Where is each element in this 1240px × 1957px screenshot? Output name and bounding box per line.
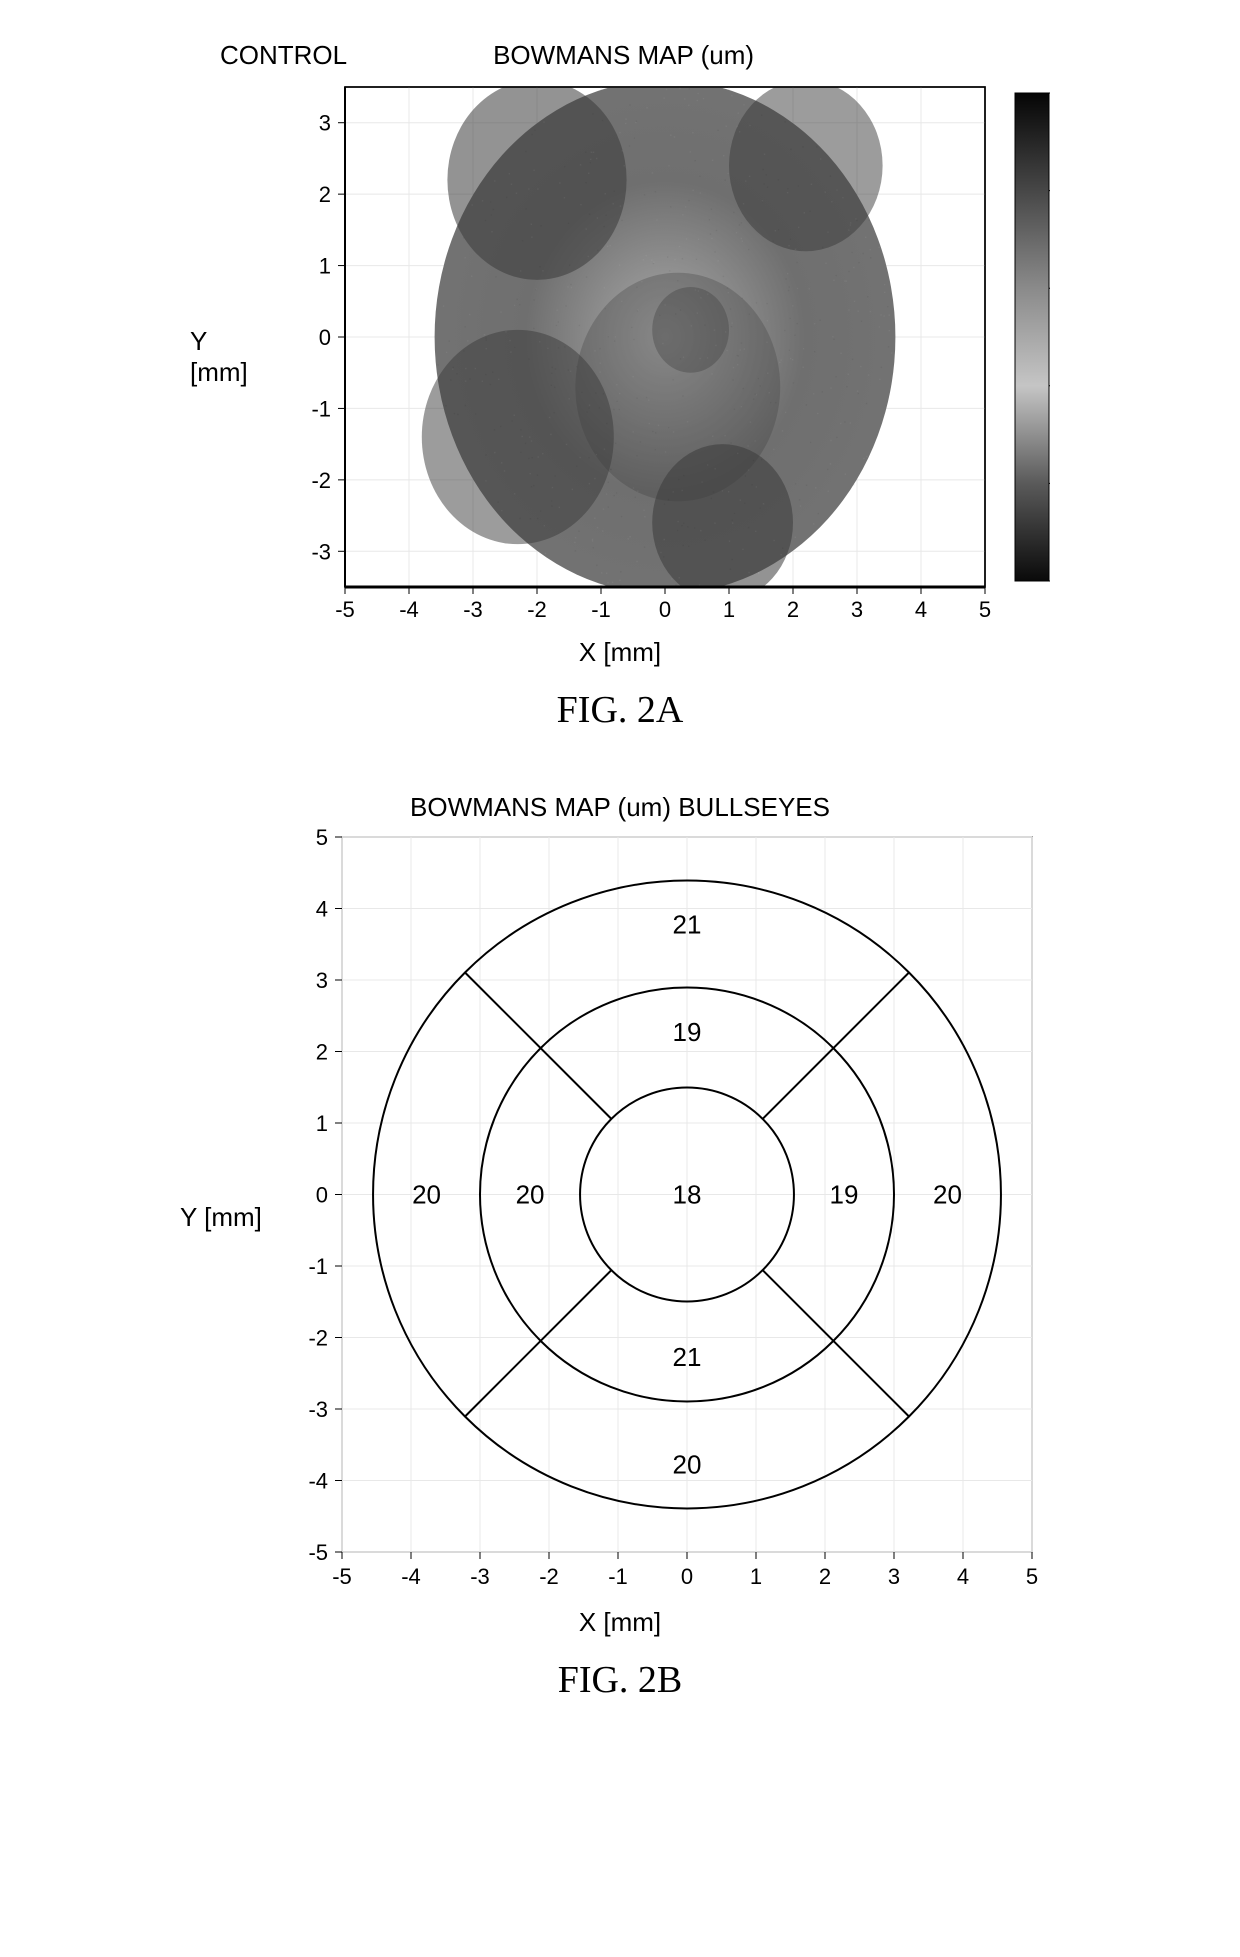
svg-text:-2: -2 — [308, 1326, 328, 1351]
svg-text:-3: -3 — [470, 1564, 490, 1589]
panel-fig-2b: BOWMANS MAP (um) BULLSEYES Y [mm] 18 19 19… — [180, 792, 1060, 1702]
svg-text:1: 1 — [750, 1564, 762, 1589]
fig-2a-top-row: CONTROL BOWMANS MAP (um) — [190, 40, 1050, 77]
x-axis-label-2b: X [mm] — [579, 1607, 661, 1637]
bullseye-inner-right: 19 — [829, 1180, 858, 1210]
svg-text:4: 4 — [957, 1564, 969, 1589]
bullseye-outer-left: 20 — [412, 1180, 441, 1210]
svg-text:0: 0 — [681, 1564, 693, 1589]
svg-text:1: 1 — [319, 254, 331, 279]
svg-text:-5: -5 — [308, 1540, 328, 1565]
svg-text:-1: -1 — [308, 1254, 328, 1279]
figure-container: CONTROL BOWMANS MAP (um) Y [mm] -5 -4 -3 -2… — [20, 40, 1220, 1702]
chart-title-2b: BOWMANS MAP (um) BULLSEYES — [180, 792, 1060, 823]
svg-text:-4: -4 — [400, 597, 420, 622]
svg-text:-3: -3 — [308, 1397, 328, 1422]
figure-caption-2a: FIG. 2A — [557, 688, 684, 732]
svg-text:0: 0 — [319, 325, 331, 350]
bullseye-inner-left: 20 — [515, 1180, 544, 1210]
svg-text:-4: -4 — [401, 1564, 421, 1589]
panel-label-control: CONTROL — [220, 40, 347, 71]
svg-text:3: 3 — [851, 597, 863, 622]
svg-text:1: 1 — [723, 597, 735, 622]
svg-text:-2: -2 — [528, 597, 548, 622]
svg-text:-3: -3 — [464, 597, 484, 622]
svg-text:3: 3 — [316, 968, 328, 993]
bullseye-outer-right: 20 — [933, 1180, 962, 1210]
svg-text:0: 0 — [659, 597, 671, 622]
bullseye-center-value: 18 — [672, 1180, 701, 1210]
svg-text:-1: -1 — [312, 396, 332, 421]
bullseye-chart: 181919212021202020-5-4-3-2-1012345-5-4-3… — [272, 827, 1052, 1607]
figure-caption-2b: FIG. 2B — [558, 1658, 683, 1702]
x-axis-label-2a: X [mm] — [579, 637, 661, 667]
svg-text:-2: -2 — [312, 468, 332, 493]
svg-text:2: 2 — [316, 1040, 328, 1065]
bullseye-inner-bottom: 21 — [672, 1342, 701, 1372]
svg-text:-1: -1 — [608, 1564, 628, 1589]
svg-text:3: 3 — [319, 111, 331, 136]
svg-text:2: 2 — [819, 1564, 831, 1589]
svg-text:-1: -1 — [592, 597, 612, 622]
bullseye-outer-top: 21 — [672, 910, 701, 940]
svg-text:-2: -2 — [539, 1564, 559, 1589]
svg-text:-5: -5 — [336, 597, 356, 622]
svg-text:-5: -5 — [332, 1564, 352, 1589]
bullseye-inner-top: 19 — [672, 1017, 701, 1047]
svg-text:2: 2 — [787, 597, 799, 622]
svg-text:5: 5 — [316, 827, 328, 850]
svg-text:5: 5 — [979, 597, 991, 622]
heatmap-chart: -5-4-3-2-1012345-3-2-1012351015202530 — [275, 77, 1050, 637]
svg-text:3: 3 — [888, 1564, 900, 1589]
panel-fig-2a: CONTROL BOWMANS MAP (um) Y [mm] -5 -4 -3 -2… — [190, 40, 1050, 732]
y-axis-label-2a: Y [mm] — [190, 326, 265, 388]
chart-title-2a: BOWMANS MAP (um) — [493, 40, 754, 71]
svg-text:-4: -4 — [308, 1469, 328, 1494]
bullseye-outer-bottom: 20 — [672, 1449, 701, 1479]
svg-text:-3: -3 — [312, 539, 332, 564]
svg-text:1: 1 — [316, 1111, 328, 1136]
svg-text:5: 5 — [1026, 1564, 1038, 1589]
svg-text:4: 4 — [915, 597, 927, 622]
svg-text:2: 2 — [319, 182, 331, 207]
svg-text:0: 0 — [316, 1183, 328, 1208]
y-axis-label-2b: Y [mm] — [180, 1202, 262, 1233]
svg-text:4: 4 — [316, 897, 328, 922]
